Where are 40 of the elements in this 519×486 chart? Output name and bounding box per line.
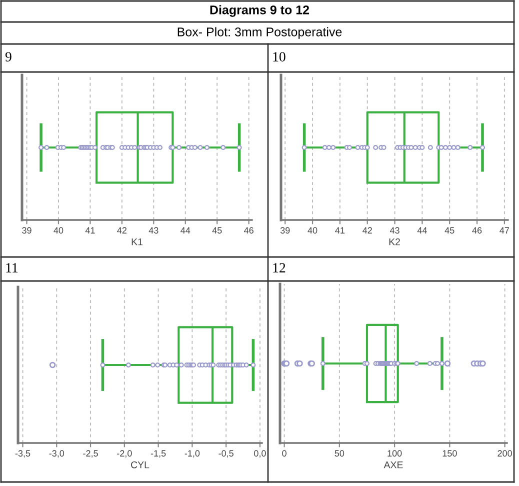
x-tick-label: 47: [500, 227, 510, 234]
x-tick-label: 44: [417, 227, 427, 234]
x-tick-label: -1,0: [184, 450, 200, 458]
x-tick-label: 40: [54, 227, 64, 234]
x-axis-title: K2: [389, 238, 400, 246]
x-tick-label: 39: [22, 227, 32, 234]
x-tick-label: 0,0: [254, 450, 266, 458]
x-axis-title: CYL: [131, 461, 150, 468]
x-tick-label: 150: [442, 450, 457, 457]
chart-title: 12: [273, 263, 286, 272]
x-axis-title: K1: [132, 238, 142, 246]
text: Box- Plot: 3mm Postoperative: [178, 27, 342, 39]
x-tick-label: 39: [280, 227, 290, 234]
x-tick-label: 41: [335, 227, 345, 234]
x-tick-label: 40: [308, 227, 318, 234]
x-tick-label: 45: [444, 227, 454, 234]
x-tick-label: 43: [390, 227, 400, 234]
x-tick-label: 46: [472, 227, 482, 234]
x-tick-label: -2,0: [117, 450, 132, 458]
x-tick-label: 41: [85, 227, 95, 234]
x-tick-label: 42: [117, 227, 126, 234]
x-tick-label: -2,5: [83, 450, 98, 458]
x-tick-label: 44: [180, 227, 190, 234]
x-tick-label: -3,5: [15, 450, 30, 458]
x-axis-title: AXE: [384, 461, 403, 468]
x-tick-label: 200: [498, 450, 512, 457]
x-tick-label: 42: [362, 227, 372, 234]
x-tick-label: -0,5: [218, 450, 234, 458]
x-tick-label: -3,0: [49, 450, 64, 458]
x-tick-label: 43: [148, 227, 158, 234]
chart-title: 11: [6, 263, 18, 272]
text: Diagrams 9 to 12: [210, 5, 310, 17]
chart-title: 10: [273, 52, 286, 62]
x-tick-label: 45: [212, 227, 222, 234]
x-tick-label: 0: [282, 450, 286, 457]
chart-title: 9: [5, 52, 12, 62]
x-tick-label: 50: [334, 450, 344, 457]
x-tick-label: -1,5: [150, 450, 166, 458]
x-tick-label: 100: [388, 450, 402, 457]
x-tick-label: 46: [244, 227, 254, 234]
